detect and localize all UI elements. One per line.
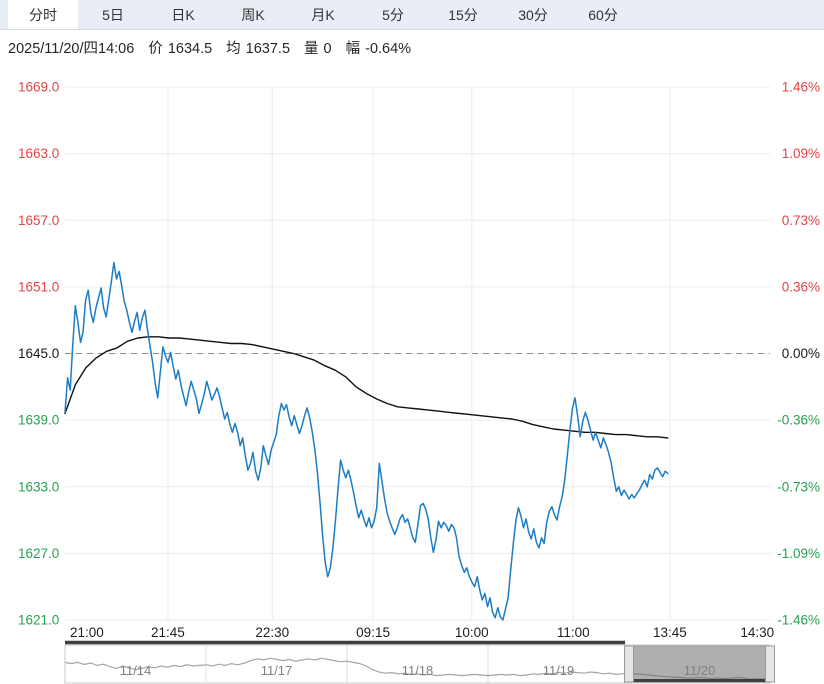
- y-axis-right-label: -1.46%: [777, 613, 820, 628]
- quote-avg: 均 1637.5: [226, 37, 290, 58]
- x-axis-label: 14:30: [740, 625, 774, 640]
- volume-label: 量: [304, 40, 319, 57]
- price-line: [64, 261, 669, 621]
- y-axis-right-label: -0.36%: [777, 413, 820, 428]
- volume-value: 0: [323, 40, 332, 57]
- navigator-day-label: 11/19: [543, 663, 575, 678]
- y-axis-left-label: 1639.0: [18, 413, 59, 428]
- navigator-handle-right[interactable]: [765, 645, 775, 683]
- average-price-line: [64, 336, 669, 439]
- x-axis-label: 13:45: [653, 625, 687, 640]
- y-axis-left-label: 1645.0: [18, 346, 59, 361]
- avg-value: 1637.5: [245, 40, 291, 57]
- change-label: 幅: [345, 40, 361, 57]
- tab-日K[interactable]: 日K: [171, 7, 195, 23]
- x-axis-label: 11:00: [557, 625, 590, 640]
- gridlines: [65, 86, 770, 621]
- tab-60分[interactable]: 60分: [588, 7, 618, 23]
- tab-15分[interactable]: 15分: [448, 7, 478, 23]
- avg-label: 均: [226, 40, 241, 57]
- y-axis-right-label: 1.46%: [782, 80, 820, 95]
- tab-月K[interactable]: 月K: [311, 7, 335, 23]
- price-value: 1634.5: [167, 40, 213, 57]
- y-axis-left-label: 1657.0: [18, 213, 59, 228]
- navigator-handle-left[interactable]: [624, 645, 634, 683]
- y-axis-right-label: 0.36%: [782, 279, 820, 294]
- x-axis-label: 21:00: [70, 625, 104, 640]
- y-axis-right-label: -1.09%: [777, 546, 820, 561]
- x-axis-label: 21:45: [151, 625, 185, 640]
- x-axis-label: 10:00: [455, 625, 489, 640]
- date-navigator: 11/14 11/17 11/18 11/19 11/20: [64, 640, 775, 684]
- y-axis-left-label: 1621.0: [18, 613, 59, 628]
- tab-周K[interactable]: 周K: [241, 7, 265, 23]
- tab-5分[interactable]: 5分: [382, 7, 404, 23]
- tab-5日[interactable]: 5日: [102, 7, 124, 23]
- y-axis-left-label: 1669.0: [18, 80, 59, 95]
- period-tabbar: 分时 5日 日K 周K 月K 5分 15分 30分 60分: [0, 0, 824, 30]
- navigator-selection[interactable]: [628, 645, 771, 683]
- axis-labels: 1669.0 1.46% 1663.0 1.09% 1657.0 0.73% 1651.0 0…: [18, 80, 820, 641]
- navigator-day-label: 11/20: [684, 663, 716, 678]
- navigator-day-label: 11/17: [261, 663, 293, 678]
- y-axis-right-label: -0.73%: [777, 479, 820, 494]
- tab-分时[interactable]: 分时: [8, 0, 78, 29]
- y-axis-left-label: 1663.0: [18, 146, 59, 161]
- y-axis-left-label: 1651.0: [18, 279, 59, 294]
- y-axis-right-label: 1.09%: [782, 146, 820, 161]
- x-axis-label: 22:30: [255, 625, 289, 640]
- y-axis-right-label: 0.73%: [782, 213, 820, 228]
- quote-price: 价 1634.5: [148, 37, 212, 58]
- y-axis-right-label: 0.00%: [782, 346, 820, 361]
- quote-datetime: 2025/11/20/四14:06: [8, 40, 135, 57]
- x-axis-label: 09:15: [356, 625, 390, 640]
- y-axis-left-label: 1627.0: [18, 546, 59, 561]
- navigator-day-label: 11/14: [120, 663, 152, 678]
- price-label: 价: [148, 40, 163, 57]
- change-value: -0.64%: [365, 40, 412, 57]
- navigator-day-label: 11/18: [402, 663, 434, 678]
- tab-30分[interactable]: 30分: [518, 7, 548, 23]
- y-axis-left-label: 1633.0: [18, 479, 59, 494]
- quote-change: 幅 -0.64%: [346, 37, 411, 58]
